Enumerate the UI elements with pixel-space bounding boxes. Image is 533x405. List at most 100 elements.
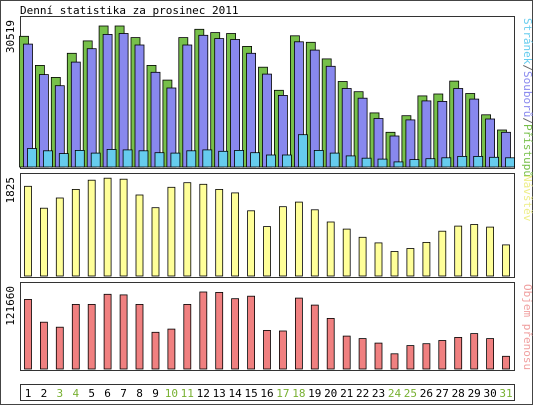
day-label-29: 29 (468, 387, 481, 400)
bar-objem-přenosu-day-10 (167, 328, 176, 370)
day-label-19: 19 (308, 387, 321, 400)
bar-návštěv-day-15 (247, 210, 256, 277)
day-label-21: 21 (340, 387, 353, 400)
hits-panel-legend-item-3: / (521, 117, 533, 124)
bar-stránek-day-28 (457, 155, 468, 168)
bar-souborů-day-26 (421, 100, 432, 168)
bar-souborů-day-14 (230, 39, 241, 168)
day-label-15: 15 (244, 387, 257, 400)
day-label-9: 9 (152, 387, 159, 400)
day-label-24: 24 (388, 387, 402, 400)
bar-stránek-day-19 (313, 149, 324, 168)
bar-objem-přenosu-day-23 (374, 342, 383, 370)
bar-objem-přenosu-day-5 (87, 303, 96, 370)
bar-souborů-day-21 (341, 88, 352, 168)
hits-panel-legend-item-2: Souborů (521, 71, 533, 117)
bar-objem-přenosu-day-20 (326, 317, 335, 370)
bar-stránek-day-18 (297, 134, 308, 168)
bar-stránek-day-6 (106, 148, 117, 168)
bar-stránek-day-25 (409, 159, 420, 168)
kbytes-panel-legend-item-0: Objem přenosu (521, 284, 533, 370)
bar-objem-přenosu-day-3 (55, 326, 64, 370)
bar-objem-přenosu-day-13 (215, 291, 224, 370)
bar-objem-přenosu-day-2 (40, 321, 48, 370)
bar-objem-přenosu-day-29 (470, 333, 479, 370)
x-axis-frame (20, 384, 515, 401)
bar-návštěv-day-11 (183, 182, 192, 277)
bar-stránek-day-27 (441, 157, 452, 168)
bar-návštěv-day-25 (406, 248, 415, 277)
bar-objem-přenosu-day-21 (342, 335, 351, 370)
bar-stránek-day-12 (202, 149, 213, 168)
bar-návštěv-day-1 (24, 185, 32, 277)
day-label-18: 18 (292, 387, 305, 400)
series-objem-přenosu (24, 291, 510, 370)
chart-title: Denní statistika za prosinec 2011 (20, 4, 239, 17)
bar-objem-přenosu-day-12 (199, 291, 208, 370)
bar-souborů-day-22 (357, 97, 368, 168)
bar-návštěv-day-6 (103, 177, 112, 277)
bar-stránek-day-29 (473, 155, 484, 168)
kbytes-panel: 121660 Objem přenosu (4, 282, 533, 371)
day-label-3: 3 (56, 387, 63, 400)
bar-objem-přenosu-day-4 (71, 303, 80, 370)
day-label-14: 14 (228, 387, 242, 400)
bar-návštěv-day-18 (294, 201, 303, 277)
bar-objem-přenosu-day-1 (24, 298, 32, 370)
bar-návštěv-day-3 (55, 197, 64, 277)
day-label-13: 13 (213, 387, 226, 400)
day-label-2: 2 (41, 387, 48, 400)
day-label-22: 22 (356, 387, 369, 400)
bar-návštěv-day-23 (374, 242, 383, 277)
bar-stránek-day-10 (170, 152, 181, 168)
series-návštěv (24, 177, 510, 277)
bar-stránek-day-5 (90, 152, 101, 168)
bar-stránek-day-3 (58, 153, 69, 168)
bar-návštěv-day-22 (358, 236, 367, 277)
bar-návštěv-day-24 (390, 251, 399, 277)
bar-souborů-day-11 (182, 44, 193, 168)
bar-souborů-day-15 (246, 52, 257, 168)
bar-souborů-day-13 (214, 38, 225, 168)
bar-objem-přenosu-day-28 (454, 336, 463, 370)
bar-návštěv-day-28 (454, 225, 463, 277)
bar-objem-přenosu-day-25 (406, 345, 415, 370)
day-label-10: 10 (165, 387, 178, 400)
kbytes-panel-legend: Objem přenosu (521, 284, 533, 370)
visits-panel-ymax-label: 1825 (4, 177, 17, 204)
bar-souborů-day-28 (453, 88, 464, 168)
day-label-30: 30 (483, 387, 496, 400)
bar-souborů-day-12 (198, 34, 209, 168)
day-label-26: 26 (420, 387, 433, 400)
bar-stránek-day-13 (218, 150, 229, 168)
day-label-1: 1 (25, 387, 32, 400)
bar-objem-přenosu-day-7 (119, 294, 128, 370)
bar-objem-přenosu-day-6 (103, 293, 112, 370)
day-label-5: 5 (88, 387, 95, 400)
hits-panel: 30519 Stránek/Souborů/Přístupů (4, 16, 533, 177)
day-label-8: 8 (136, 387, 143, 400)
bar-objem-přenosu-day-18 (294, 297, 303, 370)
bar-objem-přenosu-day-17 (278, 330, 287, 370)
day-label-31: 31 (499, 387, 512, 400)
bar-stránek-day-1 (27, 148, 37, 168)
bar-stránek-day-7 (122, 149, 133, 168)
bar-návštěv-day-5 (87, 179, 96, 277)
bar-souborů-day-7 (118, 33, 129, 168)
day-label-6: 6 (104, 387, 111, 400)
bar-stránek-day-23 (377, 158, 388, 168)
day-label-11: 11 (181, 387, 194, 400)
bar-návštěv-day-26 (422, 241, 431, 277)
bar-stránek-day-9 (154, 152, 165, 168)
bar-objem-přenosu-day-24 (390, 353, 399, 370)
x-axis-day-labels: 1 2 3 4 5 6 7 8 9 10 11 12 13 14 15 16 17 18 19 20 21 22 23 24 2… (20, 384, 515, 401)
bar-souborů-day-6 (102, 34, 113, 168)
bar-stránek-day-20 (329, 152, 340, 168)
bar-stránek-day-2 (43, 150, 53, 168)
bar-stránek-day-24 (393, 161, 404, 168)
bar-návštěv-day-9 (151, 207, 160, 277)
bar-návštěv-day-21 (342, 228, 351, 277)
bar-souborů-day-27 (437, 101, 448, 168)
bar-stránek-day-26 (425, 158, 436, 168)
